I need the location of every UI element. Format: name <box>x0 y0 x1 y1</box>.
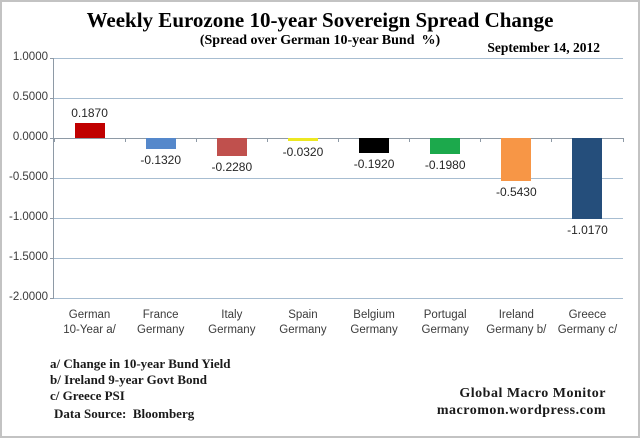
category-label-line: Germany <box>137 324 185 336</box>
data-source: Data Source: Bloomberg <box>54 406 195 421</box>
x-axis-tick <box>480 138 482 142</box>
category-label-greece: Greece Germany c/ <box>548 308 626 338</box>
y-axis-line <box>53 58 54 298</box>
y-axis-tick-label: 0.5000 <box>12 91 48 103</box>
category-label-line: Belgium <box>353 309 395 321</box>
category-label-line: Portugal <box>423 309 467 321</box>
x-axis-tick <box>195 138 197 142</box>
bar-greece <box>572 138 603 220</box>
y-axis-tick <box>50 217 54 219</box>
x-axis-tick <box>53 138 55 142</box>
y-axis-tick <box>50 177 54 179</box>
y-gridline <box>54 57 623 59</box>
y-axis-tick-label: -1.0000 <box>8 211 48 223</box>
bar-france <box>145 138 176 149</box>
y-axis-tick <box>50 137 54 139</box>
y-axis-tick <box>50 57 54 59</box>
y-axis-tick-label: -0.5000 <box>8 171 48 183</box>
category-label-line: Germany c/ <box>557 324 618 336</box>
category-label-line: German <box>68 309 111 321</box>
category-label-line: Germany <box>279 324 327 336</box>
x-axis-tick <box>124 138 126 142</box>
category-label-ireland: Ireland Germany b/ <box>477 308 555 338</box>
category-label-line: Germany <box>208 324 256 336</box>
category-label-italy: Italy Germany <box>193 308 271 338</box>
category-label-line: Greece <box>568 309 607 321</box>
bar-spain <box>287 138 318 141</box>
y-gridline <box>54 257 623 259</box>
y-gridline <box>54 97 623 99</box>
value-label-belgium: -0.1920 <box>353 157 395 172</box>
x-axis-tick <box>266 138 268 142</box>
bar-chart-plot-area: 1.0000 0.5000 0.0000 -0.5000 -1.0000 -1.5000 -… <box>2 2 638 342</box>
value-label-portugal: -0.1980 <box>424 157 466 172</box>
category-label-line: Spain <box>288 309 318 321</box>
category-label-line: Ireland <box>498 309 534 321</box>
y-axis-tick <box>50 297 54 299</box>
category-label-belgium: Belgium Germany <box>335 308 413 338</box>
value-label-france: -0.1320 <box>140 152 182 167</box>
category-label-portugal: Portugal Germany <box>406 308 484 338</box>
x-axis-tick <box>338 138 339 142</box>
category-label-line: 10-Year a/ <box>63 324 116 336</box>
y-gridline <box>54 177 623 179</box>
category-label-spain: Spain Germany <box>264 308 342 338</box>
category-label-line: France <box>142 309 179 321</box>
category-label-france: France Germany <box>122 308 200 338</box>
branding-name: Global Macro Monitor <box>459 386 606 401</box>
bar-portugal <box>430 138 461 154</box>
bar-german <box>74 123 105 138</box>
value-label-spain: -0.0320 <box>282 144 324 159</box>
value-label-greece: -1.0170 <box>567 223 608 238</box>
footnotes: a/ Change in 10-year Bund Yield b/ Irela… <box>50 356 230 404</box>
category-label-line: Italy <box>221 309 243 321</box>
value-label-italy: -0.2280 <box>211 160 253 175</box>
x-axis-tick <box>551 138 553 142</box>
footnote-c: c/ Greece PSI <box>50 388 125 403</box>
category-label-german: German 10-Year a/ <box>51 308 129 338</box>
branding: Global Macro Monitor macromon.wordpress.… <box>437 386 606 419</box>
value-label-ireland: -0.5430 <box>495 185 537 200</box>
y-axis-tick-label: -1.5000 <box>8 251 48 263</box>
y-gridline <box>54 217 623 219</box>
y-axis-tick-label: 0.0000 <box>12 131 48 143</box>
bar-ireland <box>501 138 532 182</box>
category-label-line: Germany <box>421 324 469 336</box>
value-label-german: 0.1870 <box>71 106 108 121</box>
y-axis-tick <box>50 97 54 99</box>
chart-date: September 14, 2012 <box>487 40 600 55</box>
category-label-line: Germany b/ <box>486 324 547 336</box>
x-axis-tick <box>409 138 411 142</box>
bar-italy <box>216 138 247 157</box>
y-axis-tick-label: 1.0000 <box>12 51 48 63</box>
footnote-a: a/ Change in 10-year Bund Yield <box>50 356 231 371</box>
y-axis-tick-label: -2.0000 <box>8 291 48 303</box>
footnote-b: b/ Ireland 9-year Govt Bond <box>50 372 207 387</box>
y-axis-tick <box>50 257 54 259</box>
bar-belgium <box>359 138 390 154</box>
chart-title: Weekly Eurozone 10-year Sovereign Spread… <box>86 8 554 32</box>
y-gridline <box>54 297 623 299</box>
category-label-line: Germany <box>350 324 398 336</box>
branding-url: macromon.wordpress.com <box>436 402 606 418</box>
x-axis-tick <box>622 138 624 142</box>
chart-subtitle: (Spread over German 10-year Bund %) <box>199 33 441 48</box>
